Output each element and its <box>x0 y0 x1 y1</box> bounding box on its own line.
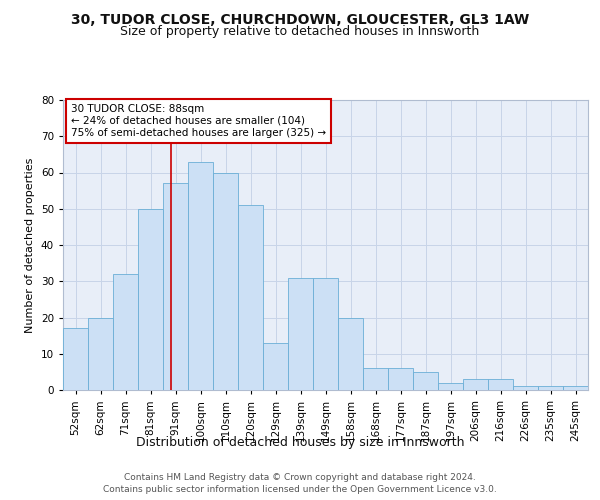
Bar <box>113 274 138 390</box>
Bar <box>338 318 363 390</box>
Text: Distribution of detached houses by size in Innsworth: Distribution of detached houses by size … <box>136 436 464 449</box>
Text: Size of property relative to detached houses in Innsworth: Size of property relative to detached ho… <box>121 25 479 38</box>
Bar <box>313 278 338 390</box>
Bar <box>488 379 513 390</box>
Text: 30, TUDOR CLOSE, CHURCHDOWN, GLOUCESTER, GL3 1AW: 30, TUDOR CLOSE, CHURCHDOWN, GLOUCESTER,… <box>71 12 529 26</box>
Text: Contains HM Land Registry data © Crown copyright and database right 2024.: Contains HM Land Registry data © Crown c… <box>124 473 476 482</box>
Bar <box>388 368 413 390</box>
Text: 30 TUDOR CLOSE: 88sqm
← 24% of detached houses are smaller (104)
75% of semi-det: 30 TUDOR CLOSE: 88sqm ← 24% of detached … <box>71 104 326 138</box>
Text: Contains public sector information licensed under the Open Government Licence v3: Contains public sector information licen… <box>103 486 497 494</box>
Bar <box>238 205 263 390</box>
Bar <box>563 386 588 390</box>
Bar <box>413 372 438 390</box>
Bar <box>213 172 238 390</box>
Bar <box>63 328 88 390</box>
Bar <box>513 386 538 390</box>
Bar <box>538 386 563 390</box>
Bar <box>363 368 388 390</box>
Bar <box>188 162 213 390</box>
Y-axis label: Number of detached properties: Number of detached properties <box>25 158 35 332</box>
Bar <box>463 379 488 390</box>
Bar <box>88 318 113 390</box>
Bar <box>163 184 188 390</box>
Bar <box>138 209 163 390</box>
Bar <box>438 383 463 390</box>
Bar <box>288 278 313 390</box>
Bar <box>263 343 288 390</box>
